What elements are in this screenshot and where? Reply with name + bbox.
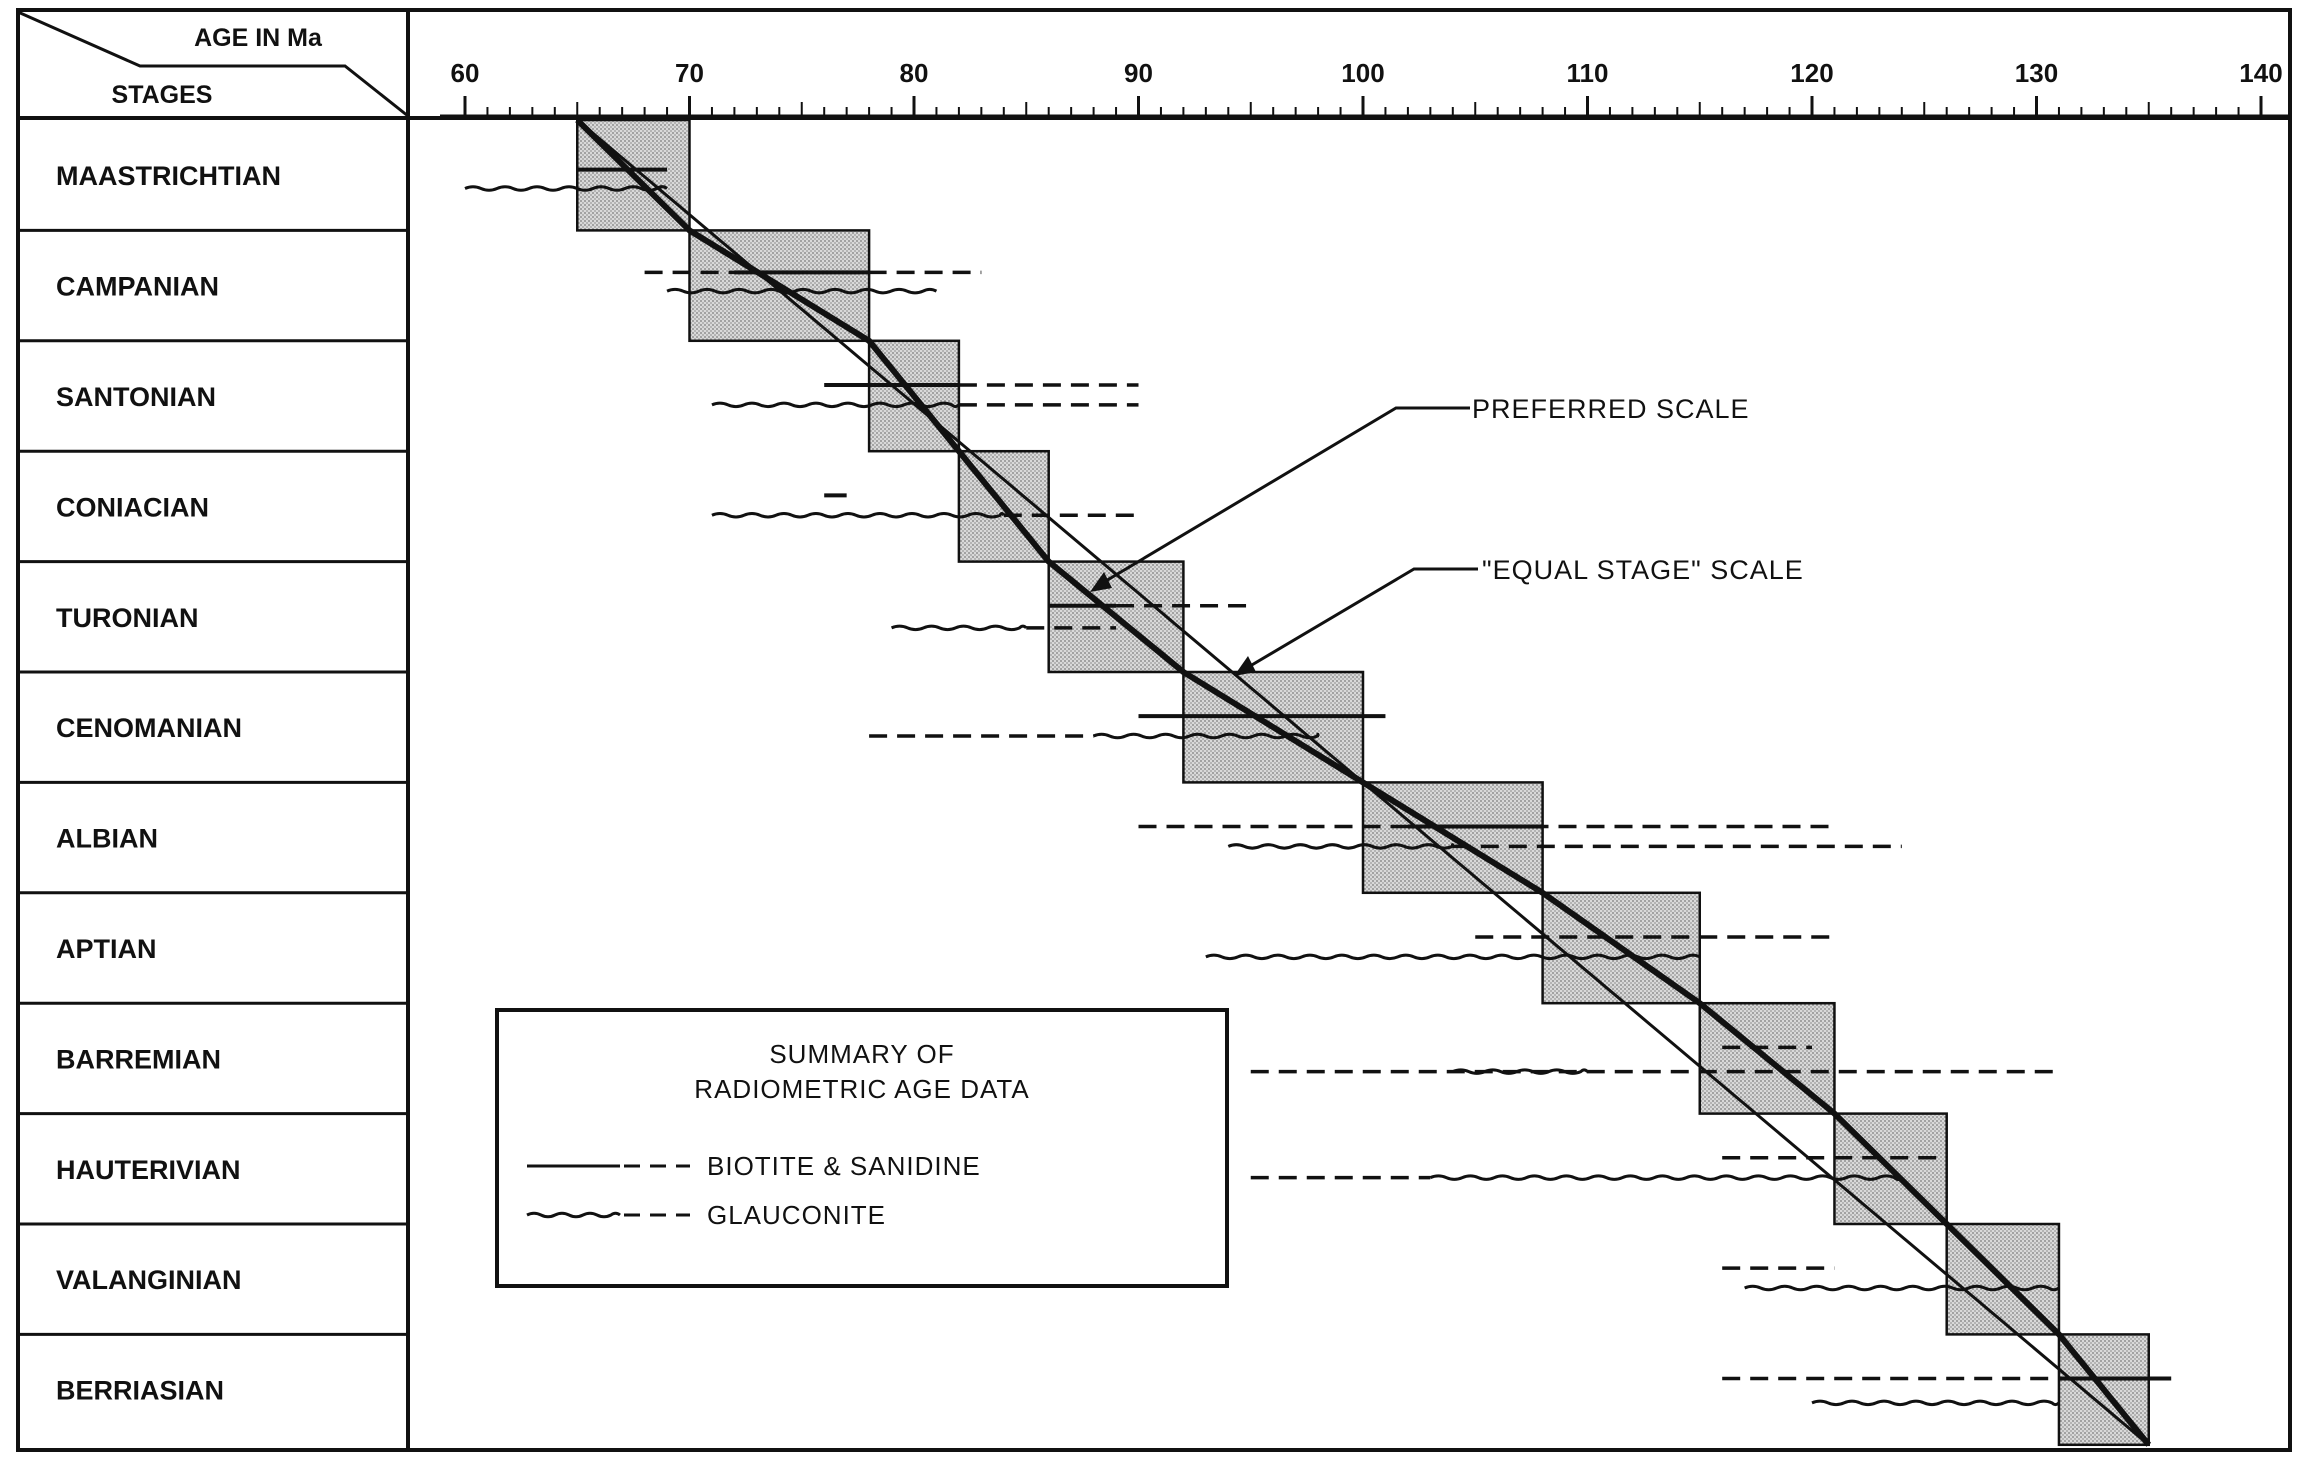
stage-label: VALANGINIAN (56, 1265, 242, 1295)
preferred-scale-arrowhead (1090, 572, 1112, 592)
chart-frame: AGE IN Ma STAGES (16, 8, 2292, 1452)
stage-label: CAMPANIAN (56, 272, 219, 302)
glauconite-wavy-line (890, 624, 1028, 632)
legend-glauconite-wavy-swatch (526, 1211, 621, 1219)
stage-label: SANTONIAN (56, 382, 216, 412)
x-tick-label: 70 (675, 58, 704, 88)
legend-biotite-label: BIOTITE & SANIDINE (707, 1151, 981, 1181)
glauconite-wavy-line (1227, 843, 1455, 850)
stage-label: CONIACIAN (56, 492, 209, 522)
x-tick-label: 100 (1341, 58, 1384, 88)
preferred-scale-label: PREFERRED SCALE (1472, 394, 1750, 424)
stage-label: BARREMIAN (56, 1044, 221, 1074)
legend-title-line-2: RADIOMETRIC AGE DATA (694, 1074, 1029, 1104)
equal-stage-scale-arrowhead (1234, 656, 1256, 676)
scale-lines (575, 117, 2152, 1447)
stage-label: MAASTRICHTIAN (56, 161, 281, 191)
glauconite-wavy-line (1811, 1399, 2061, 1407)
glauconite-wavy-line (1452, 1068, 1589, 1075)
legend-glauconite-label: GLAUCONITE (707, 1200, 886, 1230)
stage-label: APTIAN (56, 934, 157, 964)
legend-title-line-1: SUMMARY OF (769, 1039, 954, 1069)
glauconite-wavy-line (711, 511, 1006, 519)
equal-stage-scale-line (576, 118, 2150, 1446)
stage-label: CENOMANIAN (56, 713, 242, 743)
legend: SUMMARY OF RADIOMETRIC AGE DATA BIOTITE … (495, 1008, 1229, 1288)
x-tick-label: 80 (900, 58, 929, 88)
header-diagonal (17, 10, 409, 118)
legend-box (495, 1008, 1229, 1288)
x-tick-label: 90 (1124, 58, 1153, 88)
x-tick-label: 130 (2015, 58, 2058, 88)
x-tick-label: 110 (1567, 58, 1609, 88)
stage-label: ALBIAN (56, 824, 158, 854)
x-tick-label: 60 (451, 58, 480, 88)
header-age-label: AGE IN Ma (194, 24, 323, 52)
x-axis: 60 70 80 90 100 110 120 130 140 (440, 58, 2290, 118)
annotations: PREFERRED SCALE "EQUAL STAGE" SCALE (1090, 394, 1804, 676)
x-tick-label: 140 (2239, 58, 2282, 88)
x-tick-label: 120 (1790, 58, 1833, 88)
stage-label: TURONIAN (56, 603, 199, 633)
stage-rows: MAASTRICHTIAN CAMPANIAN SANTONIAN CONIACIAN… (18, 161, 408, 1406)
outer-border (16, 8, 2292, 1452)
equal-stage-scale-label: "EQUAL STAGE" SCALE (1482, 555, 1804, 585)
glauconite-wavy-line (1092, 732, 1320, 740)
header-stages-label: STAGES (112, 81, 213, 109)
equal-stage-scale-leader (1239, 567, 1478, 674)
stage-label: HAUTERIVIAN (56, 1155, 241, 1185)
glauconite-wavy-line (464, 185, 668, 192)
glauconite-wavy-line (666, 287, 938, 295)
stage-label: BERRIASIAN (56, 1376, 224, 1406)
preferred-scale-leader (1093, 406, 1470, 590)
glauconite-wavy-line (1205, 953, 1701, 961)
